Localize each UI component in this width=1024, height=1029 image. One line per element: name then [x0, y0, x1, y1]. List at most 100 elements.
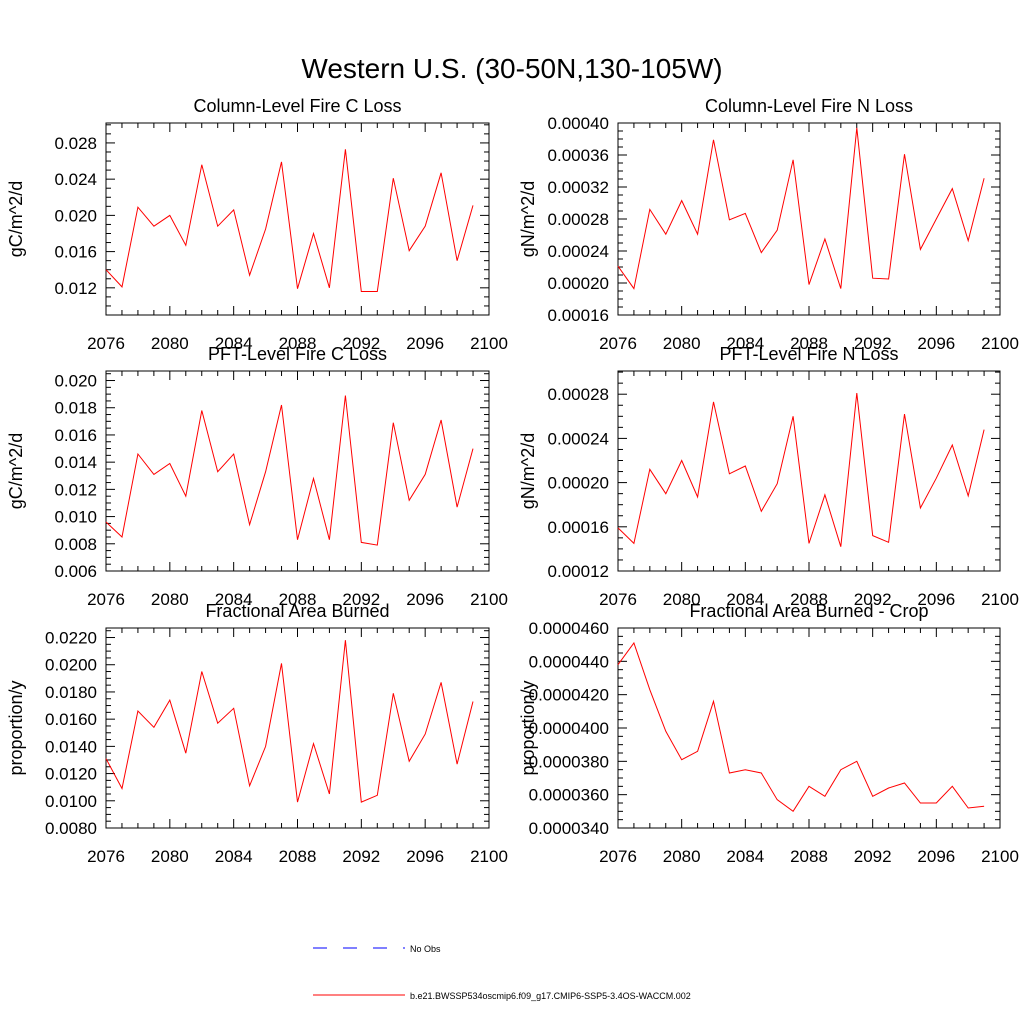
y-tick-label: 0.0180 [45, 683, 97, 702]
x-tick-label: 2084 [726, 334, 764, 353]
x-tick-label: 2084 [726, 847, 764, 866]
panel-pft-n: 2076 2080 2084 2088 2092 2096 2100 0.00012 0.000… [518, 344, 1019, 609]
y-tick-label: 0.0200 [45, 656, 97, 675]
x-tick-label: 2080 [663, 847, 701, 866]
y-tick-label: 0.010 [54, 508, 97, 527]
y-tick-label: 0.016 [54, 243, 97, 262]
legend-label-no-obs: No Obs [410, 944, 441, 954]
series-line [617, 127, 985, 290]
legend-label-model: b.e21.BWSSP534oscmip6.f09_g17.CMIP6-SSP5… [410, 991, 691, 1001]
y-axis-label: gC/m^2/d [6, 181, 26, 257]
x-tick-label: 2084 [215, 847, 253, 866]
y-tick-label: 0.0000460 [529, 619, 609, 638]
y-axis-label: proportion/y [6, 680, 26, 775]
y-tick-label: 0.00040 [548, 114, 609, 133]
series-line [105, 395, 474, 546]
x-tick-label: 2076 [87, 590, 125, 609]
x-tick-label: 2096 [406, 334, 444, 353]
y-tick-label: 0.0120 [45, 765, 97, 784]
y-tick-label: 0.012 [54, 480, 97, 499]
x-tick-label: 2096 [406, 590, 444, 609]
panel-area-burned: 2076 2080 2084 2088 2092 2096 2100 0.0080 0.0100… [6, 601, 508, 866]
y-tick-label: 0.012 [54, 279, 97, 298]
x-tick-label: 2088 [279, 334, 317, 353]
x-tick-label: 2076 [87, 847, 125, 866]
y-tick-label: 0.00028 [548, 385, 609, 404]
x-tick-label: 2088 [790, 590, 828, 609]
x-tick-label: 2084 [215, 334, 253, 353]
y-axis-label: gN/m^2/d [518, 433, 538, 509]
series-line [617, 641, 985, 813]
x-tick-label: 2092 [342, 847, 380, 866]
x-tick-label: 2100 [981, 334, 1019, 353]
x-tick-label: 2088 [790, 334, 828, 353]
plot-title: Column-Level Fire N Loss [705, 96, 913, 116]
y-tick-label: 0.0140 [45, 737, 97, 756]
x-tick-label: 2076 [87, 334, 125, 353]
legend: No Obs b.e21.BWSSP534oscmip6.f09_g17.CMI… [313, 944, 691, 1001]
x-tick-label: 2084 [215, 590, 253, 609]
y-tick-label: 0.00020 [548, 274, 609, 293]
x-tick-label: 2096 [917, 847, 955, 866]
x-tick-label: 2080 [151, 334, 189, 353]
y-tick-label: 0.028 [54, 134, 97, 153]
x-tick-label: 2092 [342, 334, 380, 353]
panel-column-n: 2076 2080 2084 2088 2092 2096 2100 0.00016 0.000… [518, 96, 1019, 353]
x-tick-label: 2080 [663, 590, 701, 609]
y-tick-label: 0.0000400 [529, 719, 609, 738]
x-tick-label: 2088 [279, 847, 317, 866]
panel-pft-c: 2076 2080 2084 2088 2092 2096 2100 0.006 0.008 0.… [6, 344, 508, 609]
y-tick-label: 0.00036 [548, 146, 609, 165]
x-tick-label: 2080 [151, 847, 189, 866]
y-tick-label: 0.00012 [548, 562, 609, 581]
x-tick-label: 2092 [854, 847, 892, 866]
plot-title: PFT-Level Fire C Loss [208, 344, 387, 364]
plot-title: Fractional Area Burned - Crop [689, 601, 928, 621]
page-title: Western U.S. (30-50N,130-105W) [301, 53, 722, 84]
y-tick-label: 0.0220 [45, 629, 97, 648]
y-tick-label: 0.0000360 [529, 786, 609, 805]
x-tick-label: 2100 [470, 590, 508, 609]
y-tick-label: 0.0000420 [529, 686, 609, 705]
y-tick-label: 0.0000440 [529, 652, 609, 671]
x-tick-label: 2076 [599, 590, 637, 609]
series-line [617, 393, 985, 547]
y-tick-label: 0.00028 [548, 210, 609, 229]
y-tick-label: 0.020 [54, 372, 97, 391]
x-tick-label: 2088 [279, 590, 317, 609]
x-tick-label: 2100 [470, 334, 508, 353]
panel-column-c: 2076 2080 2084 2088 2092 2096 2100 0.012 0.016 0.… [6, 96, 508, 353]
plot-title: Fractional Area Burned [205, 601, 389, 621]
y-tick-label: 0.0000340 [529, 819, 609, 838]
x-tick-label: 2096 [917, 334, 955, 353]
y-axis-label: gN/m^2/d [518, 181, 538, 257]
y-tick-label: 0.00020 [548, 474, 609, 493]
x-tick-label: 2096 [406, 847, 444, 866]
series-line [105, 640, 474, 803]
x-tick-label: 2084 [726, 590, 764, 609]
y-tick-label: 0.00024 [548, 429, 609, 448]
y-tick-label: 0.0000380 [529, 752, 609, 771]
x-tick-label: 2100 [981, 847, 1019, 866]
y-tick-label: 0.00024 [548, 242, 609, 261]
x-tick-label: 2092 [342, 590, 380, 609]
y-tick-label: 0.00032 [548, 178, 609, 197]
y-tick-label: 0.0080 [45, 819, 97, 838]
y-tick-label: 0.00016 [548, 306, 609, 325]
x-tick-label: 2092 [854, 334, 892, 353]
y-tick-label: 0.0160 [45, 710, 97, 729]
y-tick-label: 0.014 [54, 453, 97, 472]
y-tick-label: 0.020 [54, 206, 97, 225]
y-tick-label: 0.006 [54, 562, 97, 581]
plot-title: Column-Level Fire C Loss [193, 96, 401, 116]
x-tick-label: 2096 [917, 590, 955, 609]
y-tick-label: 0.008 [54, 535, 97, 554]
x-tick-label: 2080 [663, 334, 701, 353]
y-tick-label: 0.0100 [45, 792, 97, 811]
x-tick-label: 2088 [790, 847, 828, 866]
y-tick-label: 0.024 [54, 170, 97, 189]
x-tick-label: 2092 [854, 590, 892, 609]
y-tick-label: 0.00016 [548, 518, 609, 537]
